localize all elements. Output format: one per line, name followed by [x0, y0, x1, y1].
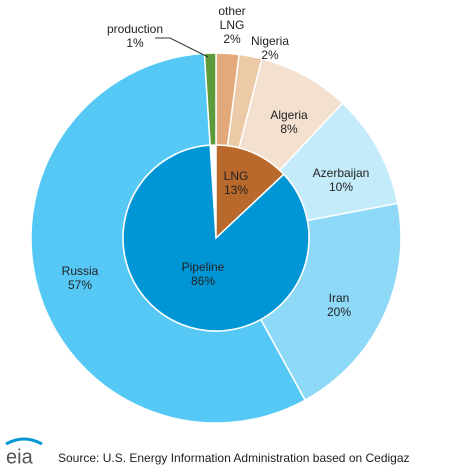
slice-label: Azerbaijan — [313, 166, 370, 180]
slice-label: production — [107, 22, 163, 36]
slice-label: Iran — [329, 291, 350, 305]
pie-slice — [122, 144, 310, 332]
slice-label: LNG — [224, 169, 249, 183]
slice-label: Russia — [62, 264, 99, 278]
slice-label: Pipeline — [182, 260, 225, 274]
value-label: 2% — [223, 32, 241, 46]
value-label: 10% — [329, 180, 353, 194]
slice-label: other LNG — [218, 4, 245, 32]
slice-label: Nigeria — [251, 34, 289, 48]
logo-text: eia — [6, 446, 34, 468]
leader-line — [155, 37, 209, 58]
value-label: 20% — [327, 305, 351, 319]
value-label: 2% — [261, 48, 279, 62]
logo: eia — [5, 437, 43, 468]
value-label: 57% — [68, 278, 92, 292]
slice-label: Algeria — [270, 108, 308, 122]
logo-arc — [5, 437, 43, 446]
pie-slice — [215, 144, 285, 240]
value-label: 8% — [280, 122, 298, 136]
source-note: Source: U.S. Energy Information Administ… — [58, 451, 410, 465]
value-label: 1% — [126, 36, 144, 50]
value-label: 13% — [224, 183, 248, 197]
value-label: 86% — [191, 274, 215, 288]
